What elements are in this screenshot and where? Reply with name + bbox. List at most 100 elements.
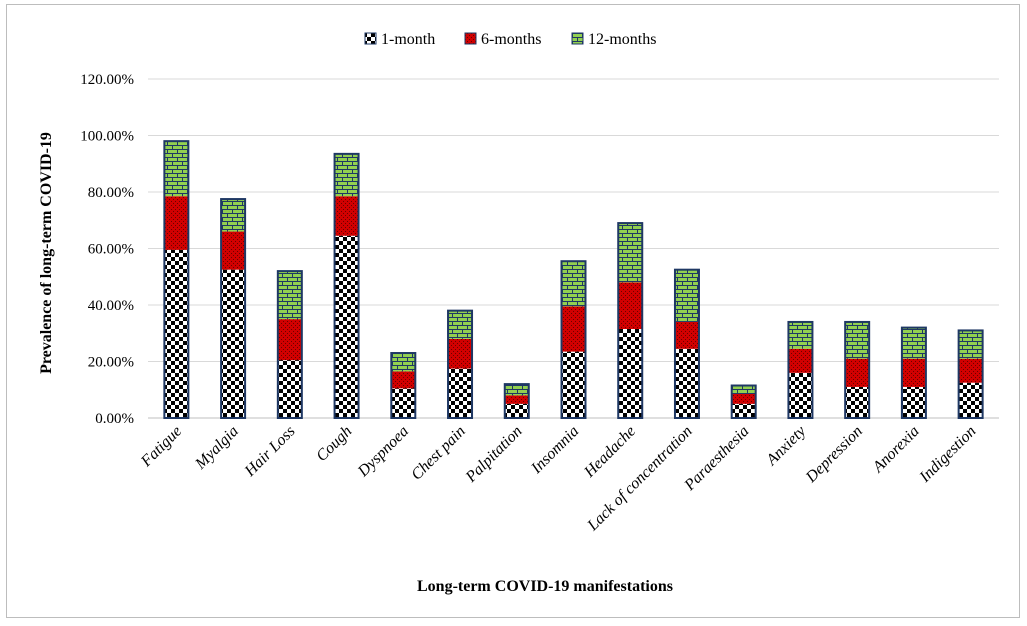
bar-segment-12-months — [448, 310, 473, 339]
bar-segment-6-months — [504, 395, 529, 404]
y-tick-label: 0.00% — [95, 411, 134, 427]
x-tick-label: Hair Loss — [241, 423, 299, 481]
bar-outline — [503, 383, 530, 420]
bar-segment-12-months — [504, 384, 529, 396]
bar-segment-6-months — [958, 358, 983, 383]
legend: 1-month 6-months 12-months — [364, 31, 656, 48]
bar-stack — [560, 260, 587, 419]
x-tick-label: Palpitation — [462, 423, 526, 487]
bar-segment-6-months — [334, 196, 359, 236]
bar-segment-1-month — [901, 386, 926, 418]
x-tick-label: Dyspnoea — [354, 423, 412, 481]
bar-segment-1-month — [618, 329, 643, 418]
bar-segment-1-month — [731, 403, 756, 418]
bar-segment-6-months — [448, 338, 473, 369]
y-tick-label: 60.00% — [88, 242, 134, 258]
bar-segment-6-months — [277, 319, 302, 361]
bar-outline — [447, 309, 474, 419]
bar-outline — [560, 260, 587, 419]
bar-outline — [276, 270, 303, 419]
bar-segment-1-month — [391, 388, 416, 418]
bar-outline — [220, 198, 247, 419]
bar-stack — [276, 270, 303, 419]
x-tick-label: Indigestion — [916, 423, 980, 487]
bar-segment-6-months — [164, 196, 189, 250]
x-tick-label: Myalgia — [191, 423, 241, 473]
y-axis-title: Prevalence of long-term COVID-19 — [38, 132, 55, 374]
bar-outline — [900, 326, 927, 420]
bar-segment-12-months — [731, 385, 756, 394]
bar-segment-6-months — [901, 358, 926, 387]
bar-outline — [390, 352, 417, 419]
legend-swatch — [464, 32, 477, 45]
y-axis-ticks: 0.00% 20.00% 40.00% 60.00% 80.00% 100.00% 120.… — [80, 72, 134, 427]
x-axis-title: Long-term COVID-19 manifestations — [417, 578, 673, 595]
y-tick-label: 40.00% — [88, 298, 134, 314]
legend-swatch — [364, 32, 377, 45]
bar-segment-1-month — [504, 403, 529, 418]
bar-segment-12-months — [164, 141, 189, 197]
bar-segment-1-month — [448, 368, 473, 418]
x-tick-label: Anorexia — [869, 423, 923, 477]
bar-stack — [163, 140, 190, 419]
bar-segment-12-months — [958, 330, 983, 359]
bar-segment-12-months — [221, 199, 246, 232]
bar-segment-6-months — [845, 358, 870, 387]
bar-segment-12-months — [334, 153, 359, 197]
bar-segment-12-months — [788, 321, 813, 349]
y-tick-label: 20.00% — [88, 355, 134, 371]
x-tick-label: Insomnia — [527, 423, 582, 478]
x-axis-ticks: Fatigue Myalgia Hair Loss Cough DyspnoeaChes… — [137, 422, 979, 535]
bar-segment-12-months — [391, 353, 416, 372]
legend-label: 12-months — [588, 31, 656, 48]
bar-stack — [673, 268, 700, 419]
bar-segment-1-month — [561, 351, 586, 418]
bar-segment-1-month — [164, 249, 189, 418]
bar-segment-1-month — [334, 235, 359, 418]
bar-stack — [333, 152, 360, 420]
bar-segment-6-months — [731, 393, 756, 404]
x-tick-label: Fatigue — [137, 423, 185, 471]
bar-segment-1-month — [277, 360, 302, 418]
bar-segment-12-months — [618, 223, 643, 283]
bar-segment-1-month — [958, 382, 983, 418]
x-tick-label: Depression — [802, 423, 866, 487]
x-tick-label: Chest pain — [408, 423, 469, 484]
x-tick-label: Headache — [580, 423, 639, 482]
bar-outline — [333, 152, 360, 420]
bar-segment-12-months — [277, 271, 302, 320]
legend-label: 1-month — [381, 31, 435, 48]
bar-outline — [730, 384, 757, 420]
bar-segment-6-months — [788, 348, 813, 373]
stacked-bar-chart: 0.00% 20.00% 40.00% 60.00% 80.00% 100.00% 120.… — [38, 31, 999, 595]
bar-segment-12-months — [561, 261, 586, 307]
legend-swatch — [571, 32, 584, 45]
bar-outline — [163, 140, 190, 419]
bar-segment-1-month — [845, 386, 870, 418]
bar-stack — [900, 326, 927, 420]
bar-stack — [503, 383, 530, 420]
bar-segment-6-months — [391, 371, 416, 389]
bar-segment-6-months — [561, 306, 586, 352]
bar-outline — [673, 268, 700, 419]
y-tick-label: 80.00% — [88, 185, 134, 201]
bar-segment-6-months — [618, 282, 643, 330]
y-tick-label: 120.00% — [80, 72, 134, 88]
bar-outline — [617, 222, 644, 419]
bar-segment-6-months — [674, 321, 699, 349]
bar-segment-1-month — [221, 269, 246, 418]
bar-outline — [844, 320, 871, 420]
bar-stack — [844, 320, 871, 420]
bar-stack — [447, 309, 474, 419]
x-tick-label: Cough — [313, 423, 355, 465]
bar-segment-12-months — [674, 269, 699, 322]
legend-label: 6-months — [481, 31, 541, 48]
x-tick-label: Anxiety — [763, 422, 810, 469]
chart-frame: 0.00% 20.00% 40.00% 60.00% 80.00% 100.00% 120.… — [6, 4, 1020, 618]
bars — [163, 140, 984, 420]
bar-segment-6-months — [221, 231, 246, 270]
x-tick-label: Lack of concentration — [584, 423, 696, 535]
bar-stack — [787, 320, 814, 420]
bar-outline — [957, 329, 984, 419]
bar-segment-12-months — [901, 327, 926, 359]
